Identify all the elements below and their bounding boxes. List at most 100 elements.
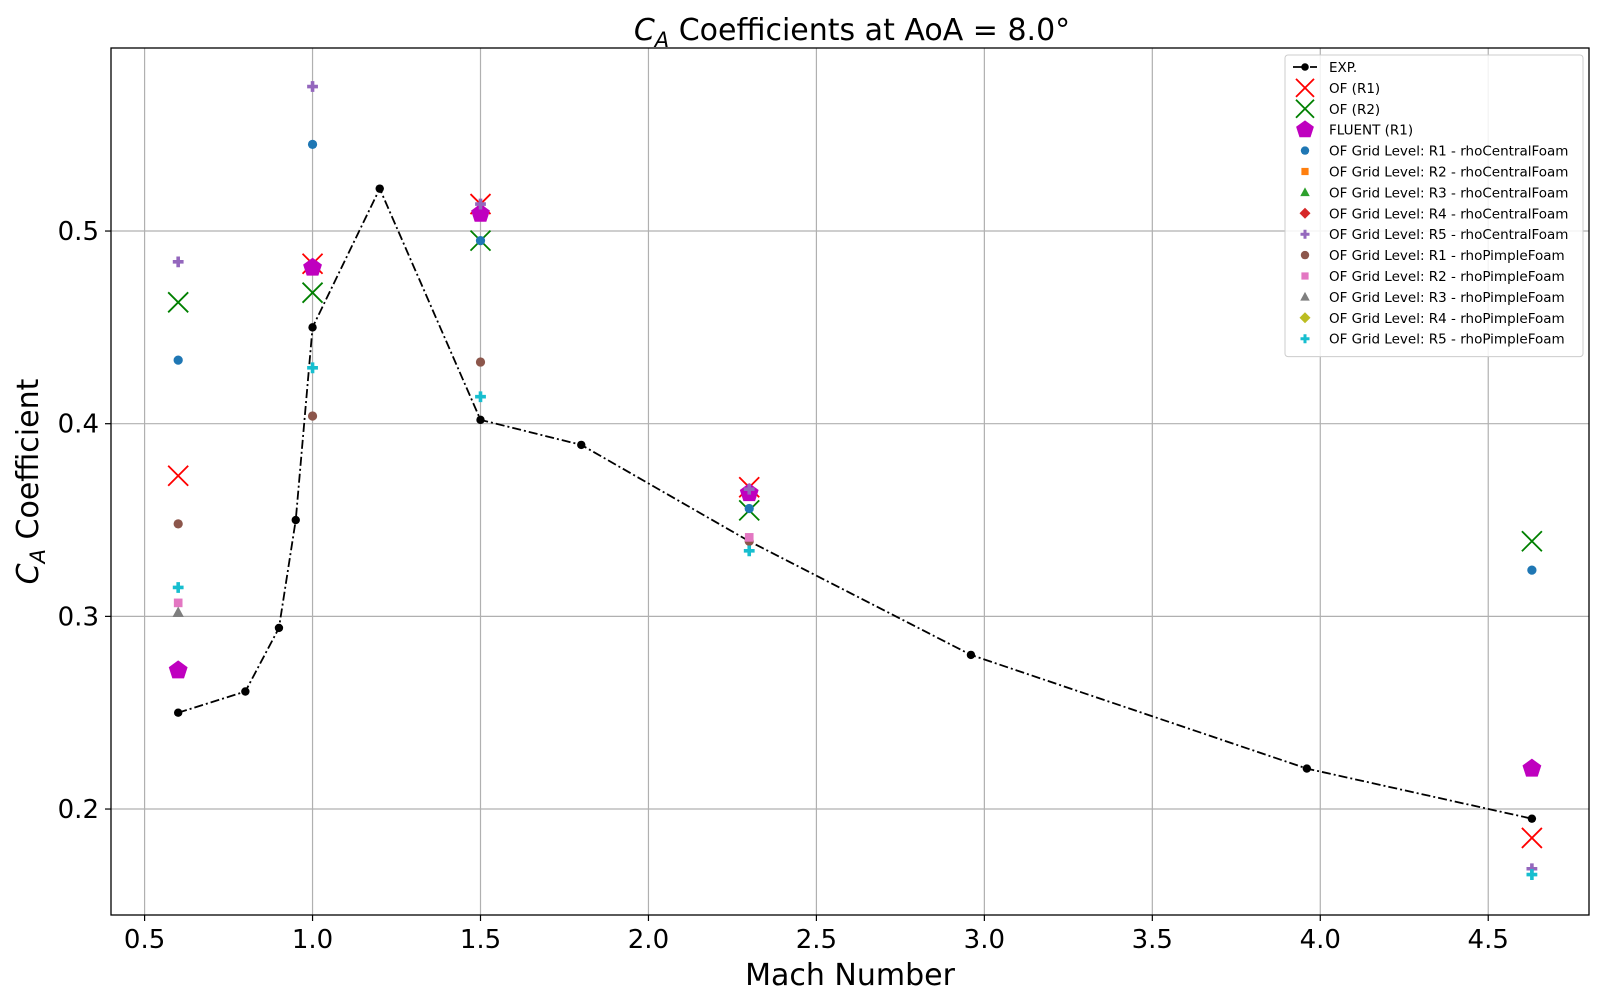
legend-marker	[1295, 99, 1315, 119]
legend-label: OF Grid Level: R3 - rhoCentralFoam	[1329, 185, 1568, 201]
legend-marker	[1300, 250, 1310, 260]
chart-title-text: Coefficients at AoA = 8.0°	[669, 13, 1070, 48]
data-point	[475, 236, 486, 246]
data-point	[577, 440, 586, 450]
data-point	[308, 323, 317, 332]
legend-marker	[1300, 291, 1310, 301]
x-axis-title: Mach Number	[745, 958, 955, 993]
legend-marker	[1300, 187, 1310, 197]
data-point	[1521, 827, 1543, 849]
x-tick-label: 2.5	[796, 925, 837, 955]
data-point	[173, 598, 183, 608]
legend-marker	[1301, 63, 1309, 71]
data-point	[167, 291, 189, 313]
y-axis-title: CA Coefficient	[11, 378, 50, 584]
data-point	[966, 650, 976, 660]
data-point	[471, 203, 490, 222]
legend-marker	[1299, 312, 1311, 324]
data-point	[172, 256, 184, 268]
y-tick-label: 0.4	[58, 410, 99, 440]
legend-item: OF Grid Level: R2 - rhoCentralFoam	[1301, 165, 1568, 181]
legend-label: OF Grid Level: R2 - rhoCentralFoam	[1329, 165, 1568, 181]
x-tick-label: 1.5	[460, 925, 501, 955]
data-point	[1526, 869, 1538, 880]
plot-area: 0.5 1.0 1.5 2.0 2.5 3.0 3.5 4.0 4.5 0.2 0.3 0.4 0.5	[58, 47, 1590, 955]
legend-item: OF (R2)	[1295, 99, 1380, 119]
data-point	[475, 198, 486, 210]
data-point	[291, 515, 300, 525]
legend-label: OF Grid Level: R1 - rhoPimpleFoam	[1329, 248, 1565, 264]
data-point	[274, 623, 284, 633]
data-point	[744, 533, 754, 542]
x-tick-label: 2.0	[628, 925, 669, 955]
axis-ticks: 0.5 1.0 1.5 2.0 2.5 3.0 3.5 4.0 4.5 0.2 0.3 0.4 0.5	[58, 217, 1509, 955]
x-tick-label: 1.0	[292, 925, 333, 955]
data-point	[173, 708, 183, 717]
data-point	[375, 184, 384, 193]
series-of-grid-level-r3-rhopimplefoam	[172, 606, 184, 618]
data-point	[743, 483, 755, 495]
x-tick-label: 4.0	[1300, 925, 1341, 955]
plot-frame	[110, 47, 1590, 916]
legend-item: EXP.	[1293, 60, 1357, 76]
x-tick-label: 3.0	[964, 925, 1005, 955]
data-point	[172, 606, 184, 618]
data-point	[173, 519, 183, 529]
legend-marker	[1300, 334, 1310, 344]
legend-marker	[1299, 207, 1311, 219]
data-point	[1527, 814, 1537, 823]
legend-item: OF Grid Level: R2 - rhoPimpleFoam	[1301, 269, 1565, 285]
data-point	[307, 139, 318, 149]
data-point	[1521, 530, 1543, 552]
data-point	[303, 257, 322, 276]
data-point	[168, 660, 188, 679]
legend-label: OF Grid Level: R5 - rhoCentralFoam	[1329, 227, 1568, 243]
legend: EXP. OF (R1) OF (R2) FLUENT (R1) OF Grid Lev…	[1284, 54, 1584, 358]
legend-item: OF Grid Level: R1 - rhoPimpleFoam	[1300, 248, 1565, 264]
data-point	[1302, 764, 1312, 773]
data-point	[173, 355, 183, 365]
legend-marker	[1300, 146, 1310, 155]
legend-label: OF Grid Level: R3 - rhoPimpleFoam	[1329, 290, 1565, 306]
series-exp	[173, 184, 1537, 823]
chart-title-symbol: C	[634, 13, 655, 48]
legend-label: FLUENT (R1)	[1329, 123, 1413, 139]
legend-marker	[1295, 78, 1315, 98]
legend-item: OF Grid Level: R5 - rhoCentralFoam	[1300, 227, 1568, 243]
legend-item: FLUENT (R1)	[1296, 120, 1413, 139]
data-point	[241, 687, 250, 696]
y-axis-title-text: Coefficient	[11, 378, 46, 549]
legend-label: OF (R2)	[1329, 102, 1380, 118]
legend-marker	[1300, 229, 1310, 239]
chart-title-subscript: A	[653, 28, 669, 52]
legend-item: OF Grid Level: R3 - rhoPimpleFoam	[1300, 290, 1565, 306]
y-axis-title-symbol: C	[11, 563, 46, 584]
data-point	[1522, 758, 1542, 777]
legend-marker	[1301, 167, 1309, 176]
legend-label: OF Grid Level: R1 - rhoCentralFoam	[1329, 144, 1568, 160]
legend-item: OF Grid Level: R4 - rhoCentralFoam	[1299, 206, 1568, 222]
legend-label: EXP.	[1329, 60, 1357, 76]
data-point	[307, 411, 318, 421]
data-point	[1527, 565, 1537, 575]
x-tick-label: 0.5	[124, 925, 165, 955]
data-point	[172, 582, 184, 593]
y-tick-label: 0.5	[58, 217, 99, 247]
legend-label: OF Grid Level: R2 - rhoPimpleFoam	[1329, 269, 1565, 285]
legend-item: OF Grid Level: R5 - rhoPimpleFoam	[1300, 332, 1565, 348]
data-point	[307, 362, 318, 374]
legend-label: OF (R1)	[1329, 81, 1380, 97]
data-point	[744, 503, 754, 514]
data-point	[301, 282, 324, 304]
data-point	[475, 391, 486, 403]
series-of-grid-level-r1-rhocentralfoam	[173, 139, 1537, 575]
data-point	[475, 357, 486, 367]
series-layer	[167, 81, 1543, 880]
data-point	[167, 465, 189, 487]
legend-label: OF Grid Level: R4 - rhoPimpleFoam	[1329, 311, 1565, 327]
legend-label: OF Grid Level: R4 - rhoCentralFoam	[1329, 206, 1568, 222]
legend-box	[1284, 54, 1584, 358]
y-tick-label: 0.2	[58, 795, 99, 825]
legend-item: OF Grid Level: R3 - rhoCentralFoam	[1300, 185, 1568, 201]
